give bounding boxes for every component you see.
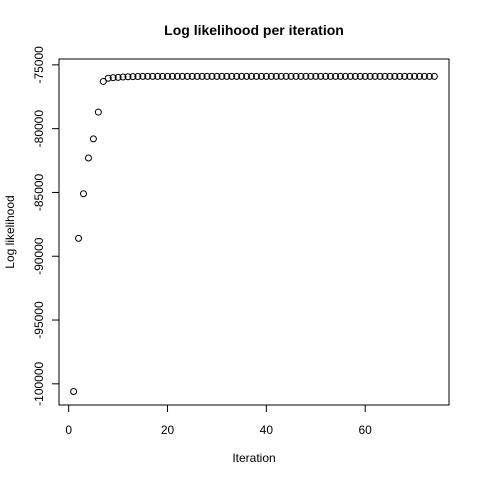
data-point bbox=[272, 72, 280, 80]
data-point bbox=[406, 72, 414, 80]
data-point bbox=[168, 72, 176, 80]
data-point bbox=[144, 72, 152, 80]
data-point bbox=[198, 72, 206, 80]
data-point bbox=[386, 72, 394, 80]
data-point bbox=[223, 72, 231, 80]
data-point bbox=[109, 74, 117, 82]
data-point bbox=[411, 72, 419, 80]
y-axis-label: Log likelihood bbox=[3, 195, 17, 268]
data-point bbox=[218, 72, 226, 80]
x-tick-label: 60 bbox=[359, 423, 373, 437]
data-point bbox=[84, 154, 92, 162]
y-tick-label: -100000 bbox=[32, 361, 46, 405]
data-point bbox=[70, 387, 78, 395]
data-points bbox=[70, 72, 438, 395]
data-point bbox=[371, 72, 379, 80]
data-point bbox=[248, 72, 256, 80]
data-point bbox=[381, 72, 389, 80]
data-point bbox=[119, 73, 127, 81]
data-point bbox=[307, 72, 315, 80]
data-point bbox=[391, 72, 399, 80]
data-point bbox=[416, 72, 424, 80]
data-point bbox=[89, 135, 97, 143]
data-point bbox=[164, 72, 172, 80]
data-point bbox=[396, 72, 404, 80]
data-point bbox=[129, 73, 137, 81]
data-point bbox=[361, 72, 369, 80]
x-axis-ticks: 0 20 40 60 bbox=[65, 404, 373, 437]
data-point bbox=[356, 72, 364, 80]
y-tick-label: -75000 bbox=[32, 46, 46, 84]
data-point bbox=[425, 72, 433, 80]
data-point bbox=[277, 72, 285, 80]
data-point bbox=[99, 77, 107, 85]
data-point bbox=[341, 72, 349, 80]
data-point bbox=[159, 72, 167, 80]
data-point bbox=[124, 73, 132, 81]
data-point bbox=[75, 234, 83, 242]
data-point bbox=[188, 72, 196, 80]
x-tick-label: 0 bbox=[65, 423, 72, 437]
data-point bbox=[208, 72, 216, 80]
data-point bbox=[134, 72, 142, 80]
data-point bbox=[351, 72, 359, 80]
data-point bbox=[94, 108, 102, 116]
y-tick-label: -95000 bbox=[32, 301, 46, 339]
data-point bbox=[80, 190, 88, 198]
plot-frame bbox=[58, 58, 450, 406]
data-point bbox=[238, 72, 246, 80]
data-point bbox=[332, 72, 340, 80]
y-axis-ticks: -100000 -95000 -90000 -85000 -80000 -75000 bbox=[32, 46, 60, 406]
data-point bbox=[317, 72, 325, 80]
x-axis-label: Iteration bbox=[232, 451, 275, 465]
data-point bbox=[401, 72, 409, 80]
data-point bbox=[346, 72, 354, 80]
data-point bbox=[366, 72, 374, 80]
x-tick-label: 40 bbox=[260, 423, 274, 437]
data-point bbox=[312, 72, 320, 80]
data-point bbox=[154, 72, 162, 80]
data-point bbox=[430, 72, 438, 80]
data-point bbox=[376, 72, 384, 80]
data-point bbox=[297, 72, 305, 80]
data-point bbox=[178, 72, 186, 80]
data-point bbox=[336, 72, 344, 80]
data-point bbox=[282, 72, 290, 80]
data-point bbox=[257, 72, 265, 80]
data-point bbox=[262, 72, 270, 80]
data-point bbox=[104, 74, 112, 82]
data-point bbox=[302, 72, 310, 80]
data-point bbox=[233, 72, 241, 80]
y-tick-label: -90000 bbox=[32, 237, 46, 275]
data-point bbox=[173, 72, 181, 80]
data-point bbox=[287, 72, 295, 80]
data-point bbox=[114, 73, 122, 81]
data-point bbox=[292, 72, 300, 80]
data-point bbox=[267, 72, 275, 80]
data-point bbox=[203, 72, 211, 80]
data-point bbox=[327, 72, 335, 80]
data-point bbox=[252, 72, 260, 80]
data-point bbox=[420, 72, 428, 80]
data-point bbox=[149, 72, 157, 80]
x-tick-label: 20 bbox=[161, 423, 175, 437]
data-point bbox=[139, 72, 147, 80]
data-point bbox=[193, 72, 201, 80]
data-point bbox=[213, 72, 221, 80]
chart-title: Log likelihood per iteration bbox=[164, 22, 344, 38]
y-tick-label: -85000 bbox=[32, 173, 46, 211]
data-point bbox=[228, 72, 236, 80]
y-tick-label: -80000 bbox=[32, 110, 46, 148]
data-point bbox=[243, 72, 251, 80]
data-point bbox=[183, 72, 191, 80]
data-point bbox=[322, 72, 330, 80]
